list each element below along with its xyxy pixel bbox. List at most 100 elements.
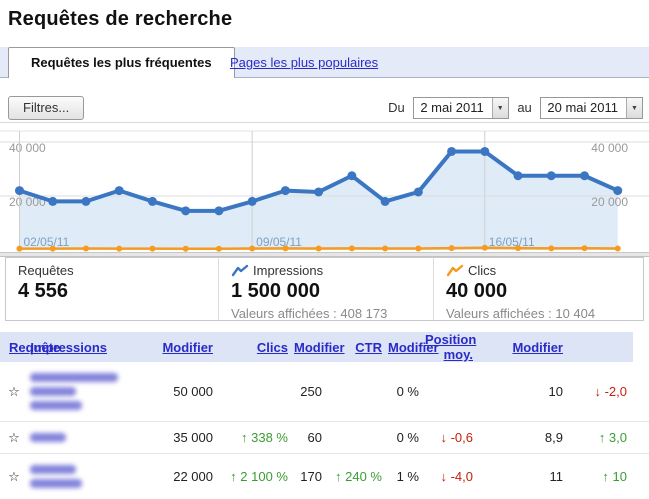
down-arrow-icon: ↓ [440,430,447,445]
impressions-point [214,206,223,215]
clics-point [482,245,488,251]
impressions-value: 50 000 [113,362,219,422]
impressions-point [514,171,523,180]
tab-top-pages[interactable]: Pages les plus populaires [230,47,378,78]
position-change: ↑ 10 [569,454,633,499]
up-arrow-icon: ↑ [241,430,248,445]
impressions-point [281,186,290,195]
column-header-modifier[interactable]: Modifier [162,340,213,355]
ctr-change: ↓ -4,0 [425,454,479,499]
date-to-select[interactable]: 20 mai 2011 ▼ [540,97,643,119]
impressions-point [480,147,489,156]
impressions-value: 35 000 [113,422,219,454]
column-header-modifier[interactable]: Modifier [294,340,345,355]
query-cell[interactable] [28,422,113,454]
y-axis-tick-label: 40 000 [591,141,628,155]
page-title: Requêtes de recherche [8,8,232,31]
y-axis-tick-label: 40 000 [9,141,46,155]
date-to-value: 20 mai 2011 [541,98,626,118]
impressions-point [48,197,57,206]
impressions-point [81,197,90,206]
date-from-label: Du [388,97,405,119]
divider [0,122,649,123]
clics-sparkline-icon [446,264,464,277]
tab-top-queries[interactable]: Requêtes les plus fréquentes [8,47,235,78]
redacted-query-line [30,387,76,396]
star-icon[interactable]: ☆ [0,362,28,422]
ctr-change [425,362,479,422]
impressions-point [148,197,157,206]
clics-change: ↑ 240 % [328,454,388,499]
x-axis-date-label: 02/05/11 [24,235,70,249]
stat-clics: Clics 40 000 Valeurs affichées : 10 404 [433,258,643,320]
clics-point [50,246,56,252]
column-header-modifier[interactable]: Modifier [512,340,563,355]
column-header-clics[interactable]: Clics [257,340,288,355]
y-axis-tick-label: 20 000 [591,195,628,209]
redacted-query-line [30,433,66,442]
x-axis-date-label: 09/05/11 [256,235,302,249]
filters-button[interactable]: Filtres... [8,96,84,120]
stat-requetes-label: Requêtes [18,263,218,278]
clics-point [116,246,122,252]
position-change: ↑ 3,0 [569,422,633,454]
date-to-label: au [517,97,531,119]
position-change: ↓ -2,0 [569,362,633,422]
clics-value: 250 [294,362,328,422]
date-from-select[interactable]: 2 mai 2011 ▼ [413,97,508,119]
up-arrow-icon: ↑ [230,469,237,484]
stat-impressions: Impressions 1 500 000 Valeurs affichées … [218,258,433,320]
date-range-controls: Du 2 mai 2011 ▼ au 20 mai 2011 ▼ [383,97,643,119]
impressions-sparkline-icon [231,264,249,277]
column-header-impressions[interactable]: Impressions [30,340,107,355]
stat-clics-value: 40 000 [446,280,643,303]
position-value: 11 [479,454,569,499]
up-arrow-icon: ↑ [335,469,342,484]
star-icon[interactable]: ☆ [0,454,28,499]
impressions-point [381,197,390,206]
query-cell[interactable] [28,454,113,499]
clics-point [316,245,322,251]
stat-impressions-value: 1 500 000 [231,280,433,303]
impressions-value: 22 000 [113,454,219,499]
clics-point [615,245,621,251]
chevron-down-icon[interactable]: ▼ [626,98,642,118]
stat-clics-label: Clics [468,263,496,278]
clics-point [515,245,521,251]
column-header-ctr[interactable]: CTR [355,340,382,355]
impressions-point [181,206,190,215]
ctr-change: ↓ -0,6 [425,422,479,454]
clics-point [149,246,155,252]
clics-point [83,246,89,252]
chevron-down-icon[interactable]: ▼ [492,98,508,118]
clics-point [582,245,588,251]
down-arrow-icon: ↓ [594,384,601,399]
redacted-query-line [30,465,76,474]
down-arrow-icon: ↓ [440,469,447,484]
clics-point [548,245,554,251]
query-cell[interactable] [28,362,113,422]
redacted-query-line [30,373,118,382]
impressions-change: ↑ 338 % [219,422,294,454]
impressions-point [314,187,323,196]
impressions-point [347,171,356,180]
ctr-value: 1 % [388,454,425,499]
impressions-change: ↑ 2 100 % [219,454,294,499]
tab-bar: Requêtes les plus fréquentes Pages les p… [0,47,649,78]
clics-point [216,246,222,252]
clics-point [415,245,421,251]
up-arrow-icon: ↑ [602,469,609,484]
position-value: 8,9 [479,422,569,454]
position-value: 10 [479,362,569,422]
clics-point [349,245,355,251]
clics-point [382,246,388,252]
stat-impressions-shown: Valeurs affichées : 408 173 [231,306,433,321]
clics-value: 60 [294,422,328,454]
stat-clics-shown: Valeurs affichées : 10 404 [446,306,643,321]
star-icon[interactable]: ☆ [0,422,28,454]
